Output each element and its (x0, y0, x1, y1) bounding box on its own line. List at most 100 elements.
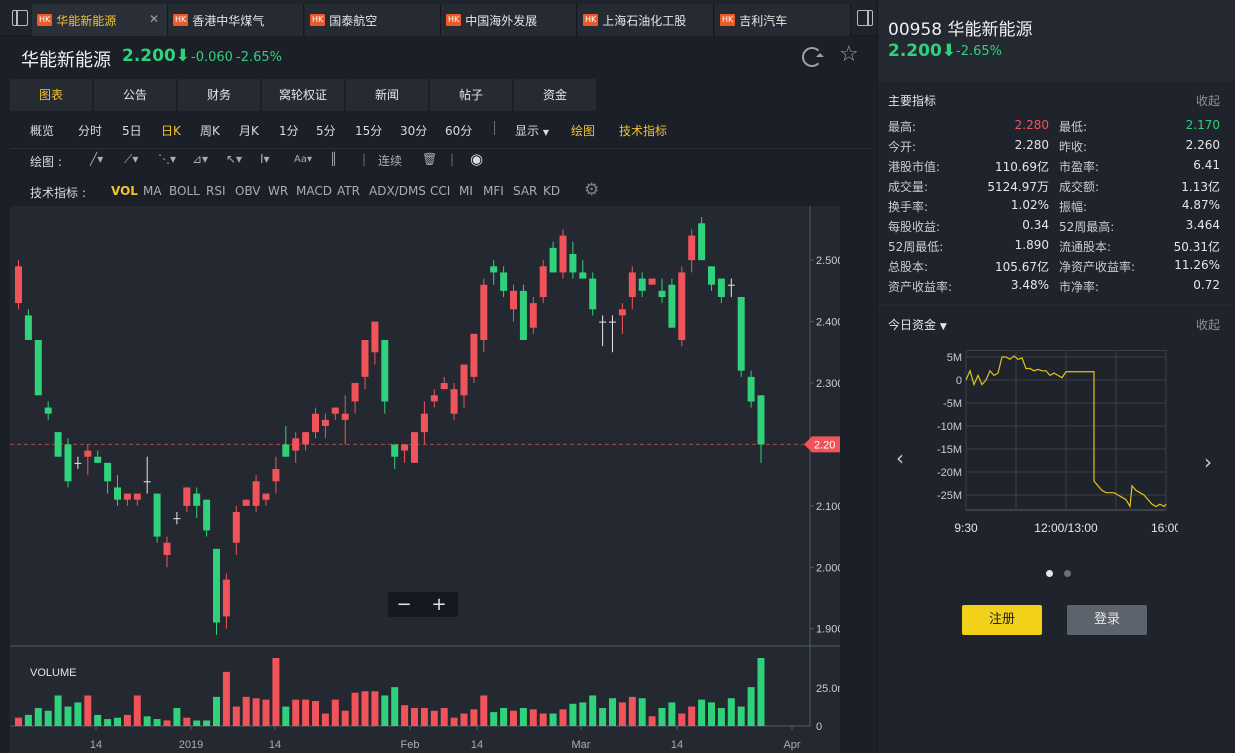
text-cursor-tool-icon[interactable]: I▾ (260, 152, 270, 166)
volume-bar (549, 713, 557, 726)
bar-tool-icon[interactable]: ║ (330, 152, 338, 166)
trash-icon[interactable]: 🗑 (422, 152, 438, 166)
indicator-option[interactable]: MACD (296, 184, 332, 198)
volume-bar (312, 701, 319, 726)
period-option[interactable]: 概览 (30, 124, 55, 138)
ray-tool-icon[interactable]: ⟋▾ (124, 152, 139, 166)
candle-body (272, 469, 280, 482)
volume-bar (292, 699, 300, 726)
indicator-option[interactable]: SAR (513, 184, 538, 198)
kline-chart[interactable]: 2.50002.40002.30002.20002.10002.00001.90… (10, 206, 840, 753)
register-button[interactable]: 注册 (962, 605, 1042, 635)
right-panel-toggle-icon[interactable] (857, 10, 873, 26)
candle-body (480, 284, 488, 340)
stock-name: 华能新能源 (21, 50, 111, 71)
funds-title[interactable]: 今日资金 ▼ (888, 318, 947, 332)
metric-value: 1.890 (1014, 238, 1049, 252)
stock-tab[interactable]: HK 国泰航空 (305, 4, 441, 36)
zoom-out-icon[interactable]: − (396, 594, 411, 615)
channel-tool-icon[interactable]: ⋱▾ (158, 152, 177, 166)
candlestick (331, 407, 339, 420)
volume-bar (242, 696, 250, 726)
function-tab[interactable]: 窝轮权证 (262, 79, 344, 111)
metric-value: 1.02% (1010, 198, 1049, 212)
metric-item: 每股收益: 0.34 (888, 218, 1049, 235)
period-option[interactable]: 月K (239, 124, 259, 138)
period-option[interactable]: 15分 (355, 124, 383, 138)
candlestick (708, 266, 715, 291)
display-menu[interactable]: 显示 ▼ (515, 122, 549, 139)
period-option[interactable]: 周K (200, 124, 220, 138)
indicator-option[interactable]: RSI (206, 184, 226, 198)
carousel-dot-active[interactable] (1046, 570, 1053, 577)
zoom-in-icon[interactable]: + (431, 594, 446, 615)
function-tab[interactable]: 财务 (178, 79, 260, 111)
volume-bar (232, 706, 240, 726)
login-button[interactable]: 登录 (1067, 605, 1147, 635)
continuous-toggle[interactable]: 连续 (378, 154, 403, 168)
period-option[interactable]: 30分 (400, 124, 428, 138)
fib-tool-icon[interactable]: ⊿▾ (192, 152, 209, 166)
stock-tab[interactable]: HK 吉利汽车 (715, 4, 851, 36)
candlestick (54, 432, 62, 457)
stock-tab[interactable]: HK 香港中华煤气 (168, 4, 304, 36)
period-option[interactable]: 5分 (316, 124, 336, 138)
period-option[interactable]: 分时 (78, 124, 103, 138)
tab-label: 香港中华煤气 (192, 13, 265, 28)
candle-body (232, 512, 240, 543)
period-option[interactable]: 1分 (279, 124, 299, 138)
metric-item: 最低: 2.170 (1059, 118, 1220, 135)
candlestick (668, 278, 676, 328)
line-tool-icon[interactable]: ╱▾ (90, 152, 104, 166)
indicator-option[interactable]: MI (459, 184, 473, 198)
indicator-option[interactable]: ATR (337, 184, 360, 198)
candle-body (658, 290, 666, 297)
arrow-tool-icon[interactable]: ↖▾ (226, 152, 243, 166)
carousel-dot[interactable] (1064, 570, 1071, 577)
indicator-option[interactable]: KD (543, 184, 561, 198)
draw-toggle[interactable]: 绘图 (571, 124, 596, 138)
function-tab[interactable]: 帖子 (430, 79, 512, 111)
candlestick (123, 493, 131, 506)
gear-icon[interactable]: ⚙ (584, 180, 600, 200)
period-option[interactable]: 5日 (122, 124, 142, 138)
next-arrow-icon[interactable]: › (1204, 450, 1212, 474)
period-option[interactable]: 日K (161, 124, 181, 138)
star-icon[interactable]: ☆ (839, 42, 859, 67)
volume-bar (727, 698, 735, 726)
indicator-option[interactable]: ADX/DMS (369, 184, 426, 198)
period-option[interactable]: 60分 (445, 124, 473, 138)
collapse-funds-button[interactable]: 收起 (1195, 318, 1220, 332)
indicator-option[interactable]: OBV (235, 184, 261, 198)
text-tool-icon[interactable]: Aa▾ (294, 154, 312, 165)
tech-indicators-toggle[interactable]: 技术指标 (619, 124, 668, 138)
candle-body (678, 272, 686, 340)
stock-tab[interactable]: HK 华能新能源 ✕ (32, 4, 168, 36)
indicator-option[interactable]: VOL (111, 184, 138, 198)
candle-body (569, 254, 577, 273)
indicator-option[interactable]: BOLL (169, 184, 200, 198)
volume-bar (559, 709, 567, 726)
indicator-option[interactable]: CCI (430, 184, 451, 198)
sidebar-toggle-icon[interactable] (12, 10, 28, 26)
function-tab[interactable]: 公告 (94, 79, 176, 111)
collapse-metrics-button[interactable]: 收起 (1195, 94, 1220, 108)
function-tab[interactable]: 新闻 (346, 79, 428, 111)
eye-icon[interactable]: ◉ (470, 150, 484, 168)
candlestick (678, 266, 686, 347)
function-tab[interactable]: 图表 (10, 79, 92, 111)
stock-tab[interactable]: HK 中国海外发展 (441, 4, 577, 36)
candlestick (648, 278, 656, 285)
indicator-option[interactable]: MFI (483, 184, 504, 198)
refresh-icon[interactable] (802, 47, 824, 67)
candlestick (490, 260, 498, 285)
indicator-option[interactable]: WR (268, 184, 289, 198)
metric-value: 1.13亿 (1181, 180, 1220, 194)
function-tab[interactable]: 资金 (514, 79, 596, 111)
volume-bar (500, 707, 508, 726)
candlestick (658, 278, 666, 304)
stock-tab[interactable]: HK 上海石油化工股 (578, 4, 714, 36)
prev-arrow-icon[interactable]: ‹ (896, 446, 904, 470)
close-icon[interactable]: ✕ (148, 12, 159, 26)
indicator-option[interactable]: MA (143, 184, 162, 198)
